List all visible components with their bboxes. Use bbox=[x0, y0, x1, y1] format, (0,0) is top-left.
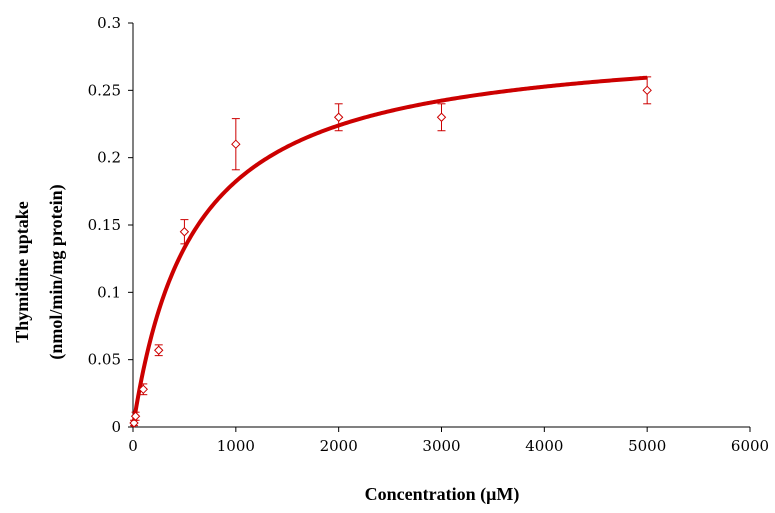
y-tick-label: 0.3 bbox=[97, 14, 121, 32]
x-tick-label: 2000 bbox=[320, 437, 358, 455]
data-point bbox=[436, 112, 447, 122]
data-points bbox=[129, 76, 652, 428]
y-axis-label-line1: Thymidine uptake bbox=[12, 201, 32, 343]
y-tick-label: 0.25 bbox=[88, 81, 121, 99]
data-point bbox=[179, 227, 190, 237]
axes bbox=[132, 23, 750, 428]
data-point bbox=[129, 418, 139, 428]
fit-curve bbox=[131, 75, 648, 428]
data-point bbox=[138, 384, 148, 395]
y-axis-label-group: Thymidine uptake (nmol/min/mg protein) bbox=[12, 184, 67, 359]
x-tick-label: 3000 bbox=[422, 437, 460, 455]
x-tick-label: 4000 bbox=[525, 437, 563, 455]
tick-labels: 0 0.05 0.1 0.15 0.2 0.25 0.3 0 1000 2000 3000 4000 5… bbox=[88, 14, 770, 455]
y-tick-label: 0.15 bbox=[88, 216, 121, 234]
y-axis-label-line2: (nmol/min/mg protein) bbox=[46, 184, 67, 359]
x-tick-label: 5000 bbox=[628, 437, 666, 455]
x-tick-label: 1000 bbox=[217, 437, 255, 455]
x-tick-label: 0 bbox=[128, 437, 138, 455]
ticks bbox=[128, 22, 751, 432]
x-axis-label: Concentration (μM) bbox=[365, 484, 520, 505]
data-point bbox=[231, 139, 241, 149]
data-point bbox=[333, 112, 344, 122]
fit-curve-group bbox=[131, 75, 648, 428]
data-point bbox=[642, 85, 652, 96]
data-point bbox=[130, 411, 141, 421]
y-tick-label: 0.1 bbox=[97, 283, 121, 301]
data-point bbox=[154, 345, 164, 355]
y-tick-label: 0 bbox=[111, 418, 121, 436]
x-tick-label: 6000 bbox=[731, 437, 769, 455]
y-tick-label: 0.2 bbox=[97, 149, 121, 167]
y-tick-label: 0.05 bbox=[88, 351, 121, 369]
